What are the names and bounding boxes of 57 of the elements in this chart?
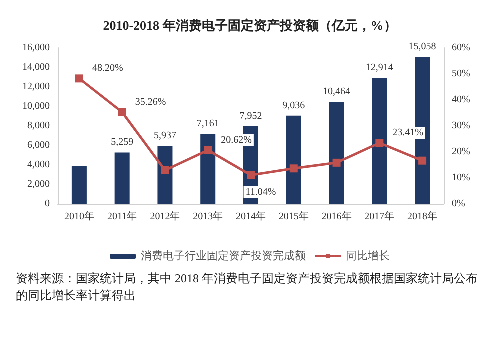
x-tick-label: 2015年	[278, 210, 309, 222]
y-tick-label: 4,000	[28, 160, 50, 170]
point	[118, 108, 126, 116]
y2-tick-label: 60%	[452, 42, 470, 54]
point	[247, 171, 255, 180]
y-tick-label: 10,000	[22, 101, 50, 112]
point	[418, 156, 427, 165]
bar	[329, 102, 344, 204]
data-label: 23.41%	[392, 128, 424, 139]
y2-tick-label: 50%	[452, 68, 470, 80]
x-tick-label: 2017年	[364, 210, 395, 222]
data-label: 15,058	[408, 42, 436, 53]
data-label: 9,036	[282, 100, 306, 112]
data-label: 7,161	[196, 118, 220, 130]
y2-tick-label: 30%	[452, 120, 470, 132]
bar	[286, 116, 302, 204]
chart-title: 2010-2018 年消费电子固定资产投资额（亿元，%）	[103, 18, 397, 33]
data-label: 48.20%	[92, 63, 124, 74]
y-tick-label: 12,000	[22, 82, 50, 92]
x-tick-label: 2016年	[322, 210, 352, 222]
point	[75, 74, 84, 83]
x-tick-label: 2014年	[236, 210, 266, 222]
point	[376, 139, 384, 148]
y2-tick-label: 40%	[452, 94, 470, 106]
data-label: 12,914	[366, 62, 394, 74]
point	[161, 166, 170, 174]
x-tick-label: 2010年	[64, 210, 94, 222]
y2-tick-label: 10%	[452, 172, 470, 184]
point	[204, 146, 212, 154]
data-label: 11.04%	[246, 186, 276, 198]
data-label: 10,464	[323, 86, 351, 98]
y-tick-label: 16,000	[22, 42, 50, 54]
x-tick-label: 2013年	[193, 210, 224, 222]
data-label: 5,259	[111, 137, 134, 148]
y-tick-label: 6,000	[28, 140, 50, 151]
bar	[372, 78, 388, 204]
x-tick-label: 2018年	[408, 210, 438, 222]
y-tick-label: 0	[45, 198, 50, 210]
data-label: 20.62%	[221, 134, 252, 146]
data-label: 7,952	[240, 110, 262, 122]
data-label: 35.26%	[135, 96, 166, 108]
y-tick-label: 2,000	[28, 179, 50, 190]
x-tick-label: 2012年	[150, 210, 180, 222]
y-tick-label: 8,000	[28, 120, 50, 132]
bar	[72, 166, 87, 204]
text: 资料来源：国家统计局，其中 2018 年消费电子固定资产投资完成额根据国家统计局公布的同比增长率计算得出	[16, 272, 478, 302]
y2-tick-label: 20%	[452, 146, 470, 158]
data-label: 5,937	[154, 130, 176, 142]
point	[332, 158, 341, 167]
y-tick-label: 14,000	[22, 62, 50, 73]
y2-tick-label: 0%	[452, 198, 466, 210]
x-tick-label: 2011年	[108, 210, 138, 222]
bar	[114, 152, 130, 204]
point	[290, 164, 298, 173]
legend-label: 同比增长	[346, 250, 390, 262]
bar	[200, 134, 216, 204]
legend-label: 消费电子行业固定资产投资完成额	[141, 250, 306, 262]
